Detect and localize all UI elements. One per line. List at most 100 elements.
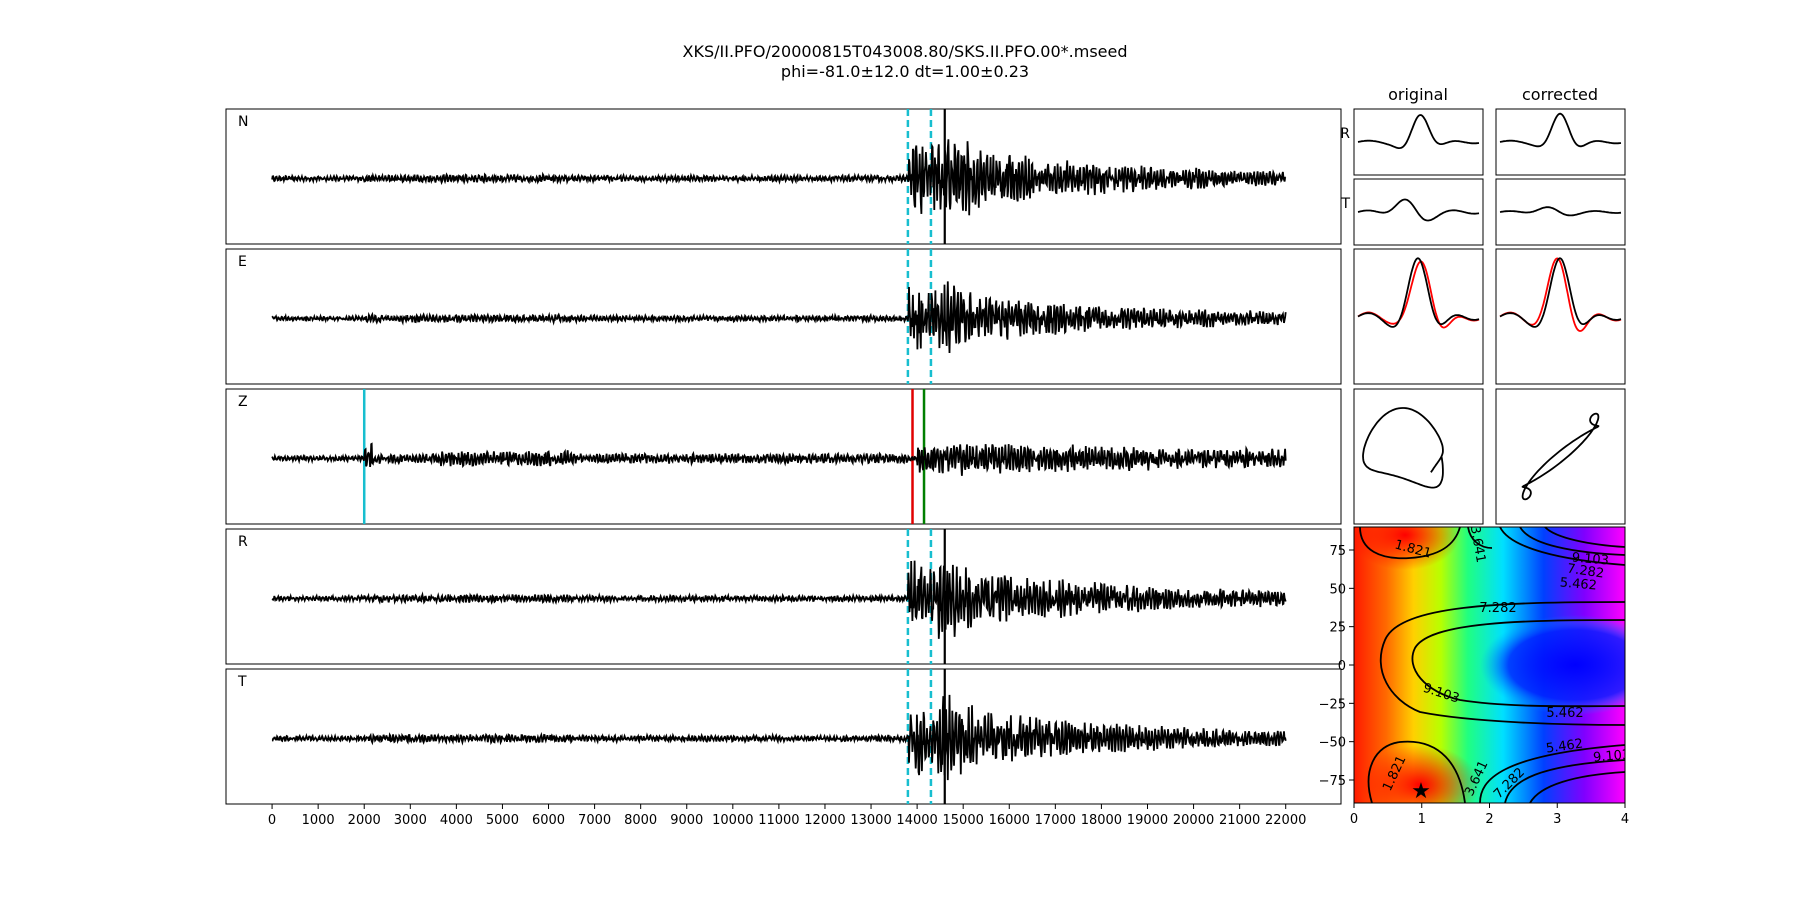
- waveform-line: [271, 694, 1287, 781]
- waveform-line: [271, 281, 1287, 354]
- contour-level-label: 5.462: [1546, 706, 1583, 721]
- x-tick-label: 19000: [1127, 813, 1168, 828]
- heatmap-red-bottom: [1360, 745, 1480, 803]
- figure-title-line1: XKS/II.PFO/20000815T043008.80/SKS.II.PFO…: [683, 42, 1128, 61]
- trace-label: E: [238, 254, 247, 270]
- heatmap-blue-region: [1480, 615, 1625, 715]
- contour-level-label: 5.462: [1545, 737, 1584, 757]
- heat-x-tick-label: 0: [1350, 812, 1358, 827]
- energy-heatmap: 1.821 3.641 9.1037.2825.4627.2829.1035.462…: [1319, 525, 1631, 827]
- x-tick-label: 13000: [850, 813, 891, 828]
- contour-level-label: 7.282: [1479, 601, 1516, 616]
- x-tick-label: 16000: [989, 813, 1030, 828]
- heat-x-tick-label: 4: [1621, 812, 1629, 827]
- corrected-panel-3: [1495, 388, 1626, 525]
- t-component-line: [1499, 206, 1622, 217]
- heat-x-tick-label: 3: [1553, 812, 1561, 827]
- x-tick-label: 0: [268, 813, 276, 828]
- x-tick-label: 21000: [1219, 813, 1260, 828]
- particle-motion-line: [1362, 407, 1444, 489]
- waveform-line: [271, 139, 1287, 216]
- heat-y-tick-label: 50: [1329, 582, 1346, 597]
- contour-line: [1544, 527, 1625, 548]
- heat-x-tick-label: 2: [1485, 812, 1493, 827]
- contour-line: [1411, 619, 1625, 708]
- x-tick-label: 10000: [712, 813, 753, 828]
- seismogram-x-axis: 0 1000 2000 3000 4000 5000 6000 7000 8000 9000 100…: [268, 804, 1306, 828]
- contour-line: [1367, 740, 1466, 803]
- trace-label: R: [238, 534, 248, 550]
- x-tick-label: 5000: [486, 813, 519, 828]
- original-panel-3: [1353, 388, 1484, 525]
- x-tick-label: 14000: [896, 813, 937, 828]
- contour-line: [1529, 771, 1625, 803]
- component-row-label: T: [1340, 196, 1350, 212]
- corrected-panel-2: [1495, 248, 1626, 385]
- contour-line: [1467, 527, 1493, 549]
- heatmap-axes: 0 1 2 3 4 75 50 25 0 −25 −50 −75: [1319, 544, 1630, 827]
- r-component-line: [1357, 114, 1480, 149]
- slow-component-line: [1499, 257, 1622, 328]
- x-tick-label: 3000: [394, 813, 427, 828]
- x-tick-label: 2000: [348, 813, 381, 828]
- particle-motion-line: [1521, 412, 1600, 501]
- heat-y-tick-label: 75: [1329, 544, 1346, 559]
- contour-line: [1499, 527, 1625, 566]
- r-component-line: [1499, 112, 1622, 148]
- heat-y-tick-label: −75: [1319, 774, 1346, 789]
- particle-panels: RT: [1340, 108, 1626, 525]
- trace-label: T: [237, 674, 247, 690]
- x-tick-label: 18000: [1081, 813, 1122, 828]
- original-panel-2: [1353, 248, 1484, 385]
- trace-panel-e: E: [225, 248, 1342, 385]
- heat-y-tick-label: 0: [1338, 659, 1346, 674]
- x-tick-label: 20000: [1173, 813, 1214, 828]
- original-panel-1: [1353, 178, 1484, 246]
- contour-line: [1359, 527, 1461, 560]
- heat-y-tick-label: −25: [1319, 697, 1346, 712]
- contour-line: [1379, 601, 1625, 726]
- trace-panel-n: N: [225, 108, 1342, 245]
- contour-line: [1479, 744, 1625, 803]
- x-tick-label: 15000: [943, 813, 984, 828]
- contour-level-label: 5.462: [1559, 575, 1597, 593]
- trace-panel-z: Z: [225, 388, 1342, 525]
- seismogram-panels: N E Z R T: [225, 108, 1342, 805]
- column-title-original: original: [1388, 85, 1448, 104]
- contour-level-label: 7.282: [1566, 562, 1605, 582]
- original-panel-0: [1353, 108, 1484, 176]
- x-tick-label: 4000: [440, 813, 473, 828]
- x-tick-label: 17000: [1035, 813, 1076, 828]
- heatmap-red-top: [1354, 527, 1460, 570]
- heat-y-tick-label: −50: [1319, 736, 1346, 751]
- contour-line: [1504, 759, 1625, 803]
- contour-level-label: 3.641: [1467, 525, 1488, 564]
- waveform-line: [271, 442, 1287, 476]
- corrected-panel-0: [1495, 108, 1626, 176]
- heatmap-contours: [1359, 527, 1625, 803]
- contour-line: [1519, 527, 1625, 556]
- contour-level-label: 9.103: [1593, 747, 1631, 765]
- x-tick-label: 22000: [1265, 813, 1306, 828]
- heat-y-tick-label: 25: [1329, 621, 1346, 636]
- figure-title-line2: phi=-81.0±12.0 dt=1.00±0.23: [781, 62, 1029, 81]
- x-tick-label: 12000: [804, 813, 845, 828]
- column-title-corrected: corrected: [1522, 85, 1598, 104]
- corrected-panel-1: [1495, 178, 1626, 246]
- x-tick-label: 7000: [578, 813, 611, 828]
- t-component-line: [1357, 198, 1480, 222]
- x-tick-label: 8000: [624, 813, 657, 828]
- x-tick-label: 9000: [670, 813, 703, 828]
- contour-level-label: 9.103: [1571, 550, 1609, 568]
- trace-panel-t: T: [225, 668, 1342, 805]
- waveform-line: [271, 560, 1287, 639]
- small-panel-frame: [1353, 388, 1484, 525]
- slow-component-line: [1357, 257, 1480, 328]
- x-tick-label: 1000: [302, 813, 335, 828]
- trace-label: Z: [238, 394, 248, 410]
- x-tick-label: 6000: [532, 813, 565, 828]
- small-panel-frame: [1495, 388, 1626, 525]
- trace-label: N: [238, 114, 248, 130]
- best-fit-star-icon: ★: [1411, 779, 1431, 804]
